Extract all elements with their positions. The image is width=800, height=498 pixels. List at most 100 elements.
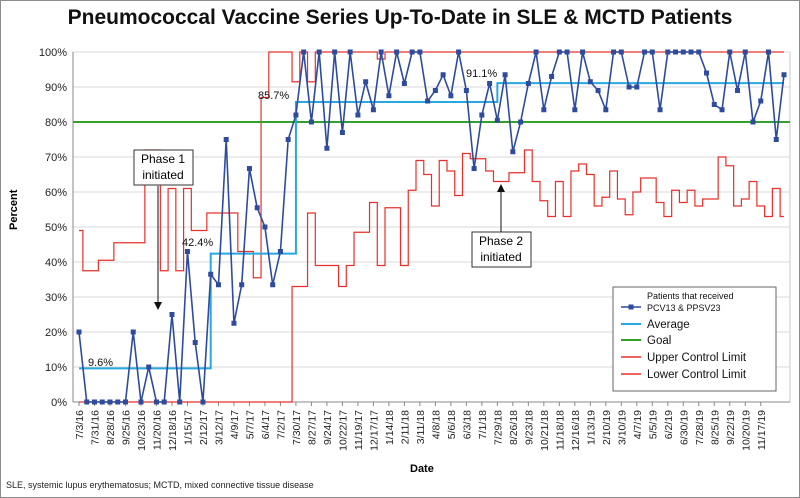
- data-point: [316, 49, 322, 55]
- data-point: [324, 145, 330, 151]
- data-point: [471, 166, 477, 172]
- data-point: [665, 49, 671, 55]
- x-tick-label: 6/4/17: [260, 410, 272, 439]
- x-tick-label: 3/11/18: [415, 410, 427, 444]
- data-point: [161, 399, 167, 405]
- average-line: [79, 82, 784, 370]
- y-tick-label: 50%: [45, 222, 67, 234]
- data-point: [572, 107, 578, 113]
- data-point: [184, 249, 190, 254]
- x-tick-label: 5/7/17: [244, 410, 256, 439]
- data-point: [580, 49, 586, 55]
- data-point: [339, 130, 345, 135]
- y-tick-label: 100%: [39, 47, 67, 59]
- data-point: [394, 49, 400, 55]
- data-point: [711, 102, 717, 107]
- x-tick-label: 11/20/16: [151, 410, 163, 450]
- data-point: [727, 49, 733, 55]
- phase1-box: [133, 149, 194, 186]
- x-tick-label: 2/11/18: [399, 410, 411, 444]
- data-point: [440, 72, 446, 78]
- data-point: [115, 399, 121, 405]
- series-layer: [73, 49, 790, 405]
- data-point: [409, 49, 415, 55]
- y-tick-label: 20%: [45, 327, 67, 339]
- y-tick-label: 60%: [45, 187, 67, 199]
- x-tick-label: 7/3/16: [74, 410, 86, 439]
- data-point: [649, 49, 655, 55]
- data-point: [487, 81, 493, 86]
- data-point: [634, 84, 640, 90]
- data-point: [494, 117, 500, 123]
- data-point: [122, 399, 128, 405]
- x-tick-label: 3/12/17: [213, 410, 225, 445]
- data-point: [735, 88, 741, 93]
- x-tick-label: 7/30/17: [291, 410, 303, 445]
- x-tick-label: 8/26/18: [508, 410, 520, 445]
- data-point: [130, 329, 136, 335]
- x-tick-label: 11/19/17: [353, 410, 365, 450]
- x-tick-label: 11/18/18: [554, 410, 566, 450]
- data-point: [208, 271, 214, 277]
- footnote: SLE, systemic lupus erythematosus; MCTD,…: [6, 480, 314, 490]
- x-tick-label: 4/8/18: [430, 410, 442, 439]
- x-ticks: 7/3/16 7/31/16 8/28/16 9/25/16 10/23/16 11/20…: [74, 402, 768, 451]
- x-tick-label: 8/25/19: [709, 410, 721, 445]
- x-tick-label: 1/15/17: [182, 410, 194, 445]
- x-tick-label: 1/13/19: [585, 410, 597, 445]
- data-point: [239, 282, 245, 288]
- x-tick-label: 10/22/17: [337, 410, 349, 451]
- data-point: [533, 49, 539, 55]
- y-tick-label: 70%: [45, 152, 67, 164]
- data-point: [192, 340, 198, 345]
- x-axis-label: Date: [410, 463, 434, 475]
- data-point: [301, 49, 307, 55]
- data-point: [587, 79, 593, 85]
- x-tick-label: 10/20/19: [740, 410, 752, 451]
- data-point: [246, 166, 252, 172]
- x-tick-label: 9/25/16: [120, 410, 132, 445]
- data-point: [719, 107, 725, 113]
- data-point: [417, 49, 423, 55]
- data-point: [525, 81, 531, 86]
- data-point: [673, 49, 679, 55]
- data-point: [704, 70, 710, 76]
- data-point: [510, 149, 516, 155]
- data-point: [750, 119, 756, 125]
- data-point: [146, 364, 152, 370]
- data-point: [456, 49, 462, 55]
- data-point: [177, 399, 183, 405]
- data-point: [742, 49, 748, 55]
- data-point: [425, 98, 431, 104]
- data-point: [277, 249, 283, 254]
- phase2-label-line1: Phase 2: [479, 234, 523, 248]
- legend: Patients that received PCV13 & PPSV23 Aver…: [612, 286, 777, 392]
- x-tick-label: 6/2/19: [663, 410, 675, 439]
- data-point: [308, 119, 314, 125]
- phase1-arrowhead: [154, 302, 162, 310]
- data-point: [270, 282, 276, 288]
- legend-marker-patients: [628, 304, 634, 310]
- x-tick-label: 7/29/18: [492, 410, 504, 445]
- x-tick-label: 3/10/19: [616, 410, 628, 445]
- y-tick-label: 0%: [51, 397, 67, 409]
- y-tick-label: 10%: [45, 362, 67, 374]
- data-point: [696, 49, 702, 55]
- data-point: [564, 49, 570, 55]
- data-point: [386, 93, 392, 99]
- x-tick-label: 5/6/18: [446, 410, 458, 439]
- data-point: [541, 107, 547, 113]
- x-tick-label: 10/21/18: [539, 410, 551, 451]
- data-point: [153, 399, 159, 405]
- data-point: [285, 137, 291, 142]
- x-tick-label: 2/12/17: [198, 410, 210, 445]
- data-point: [603, 107, 609, 113]
- legend-label-upper-control-limit: Upper Control Limit: [647, 352, 747, 364]
- data-point: [293, 112, 299, 118]
- x-tick-label: 9/22/19: [725, 410, 737, 445]
- data-point: [215, 282, 221, 288]
- data-point: [448, 93, 454, 99]
- x-tick-label: 4/9/17: [229, 410, 241, 439]
- data-point: [200, 399, 206, 405]
- data-point: [626, 84, 632, 90]
